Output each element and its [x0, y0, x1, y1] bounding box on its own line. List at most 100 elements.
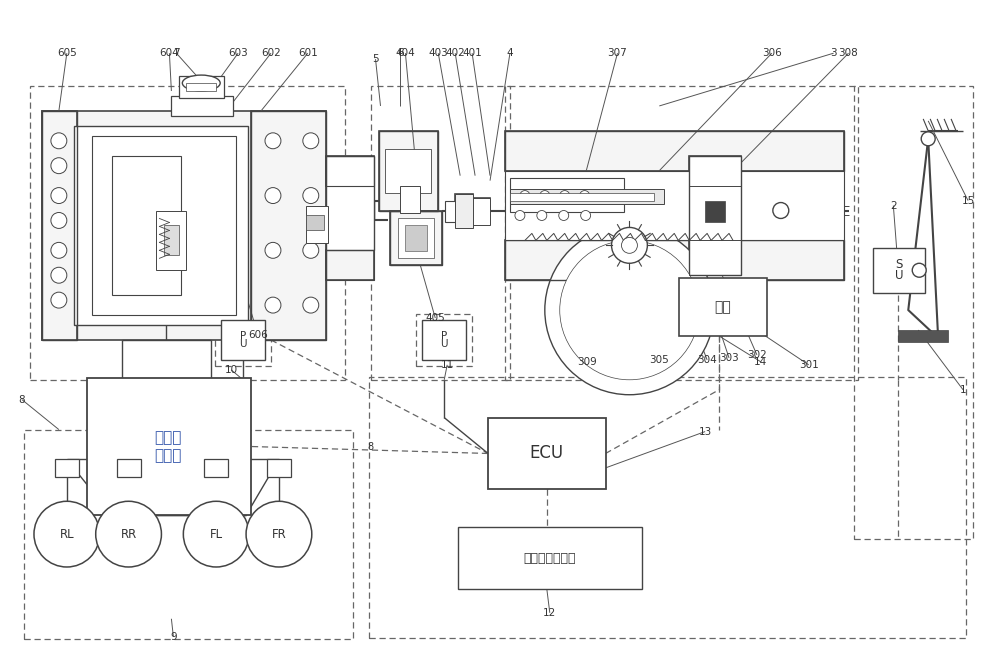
Bar [416, 314, 472, 366]
Text: 13: 13 [699, 426, 712, 436]
Bar [179, 76, 224, 98]
Circle shape [912, 264, 926, 277]
Bar [326, 250, 374, 280]
Bar [74, 126, 248, 325]
Bar [470, 198, 490, 206]
Bar [510, 192, 654, 200]
Text: 8: 8 [19, 395, 25, 405]
Text: 305: 305 [649, 355, 669, 365]
Circle shape [183, 501, 249, 567]
Bar [873, 248, 925, 293]
Text: 9: 9 [170, 632, 177, 642]
Bar [505, 86, 858, 380]
Text: FR: FR [272, 528, 286, 540]
Bar [689, 156, 741, 186]
Text: 402: 402 [445, 48, 465, 58]
Text: 604: 604 [160, 48, 179, 58]
Text: 307: 307 [608, 48, 627, 58]
Text: 306: 306 [762, 48, 782, 58]
Bar [326, 250, 374, 280]
Bar [371, 86, 510, 380]
Bar [505, 171, 844, 241]
Circle shape [303, 297, 319, 313]
Bar [204, 459, 228, 477]
Bar [215, 314, 271, 366]
Bar [458, 527, 642, 589]
Bar [87, 378, 251, 515]
Circle shape [303, 133, 319, 149]
Bar [445, 200, 463, 223]
Circle shape [621, 237, 637, 253]
Bar [470, 198, 490, 225]
Bar [42, 111, 77, 340]
Bar [92, 136, 236, 315]
Text: 5: 5 [372, 54, 379, 64]
Text: 电机: 电机 [715, 300, 731, 314]
Bar [24, 430, 353, 639]
Circle shape [520, 190, 530, 200]
Circle shape [265, 297, 281, 313]
Text: 1: 1 [960, 385, 966, 395]
Bar [379, 131, 438, 210]
Text: 404: 404 [396, 48, 415, 58]
Circle shape [303, 188, 319, 204]
Bar [422, 320, 466, 360]
Circle shape [265, 188, 281, 204]
Text: 303: 303 [719, 353, 739, 363]
Bar [854, 86, 973, 539]
Text: 12: 12 [543, 608, 556, 617]
Text: 405: 405 [425, 313, 445, 323]
Text: 403: 403 [428, 48, 448, 58]
Text: 309: 309 [577, 357, 597, 367]
Bar [164, 225, 179, 255]
Circle shape [265, 133, 281, 149]
Text: 6: 6 [397, 48, 404, 58]
Bar [326, 156, 374, 250]
Bar [488, 418, 606, 490]
Circle shape [545, 225, 714, 395]
Bar [455, 194, 473, 204]
Circle shape [515, 210, 525, 221]
Bar [385, 149, 431, 192]
Bar [398, 219, 434, 258]
Text: 308: 308 [839, 48, 858, 58]
Circle shape [246, 501, 312, 567]
Text: FL: FL [210, 528, 223, 540]
Circle shape [34, 501, 100, 567]
Text: 606: 606 [248, 330, 268, 340]
Circle shape [265, 243, 281, 258]
Circle shape [96, 501, 161, 567]
Text: 605: 605 [57, 48, 77, 58]
Circle shape [559, 210, 569, 221]
Circle shape [581, 210, 591, 221]
Ellipse shape [182, 75, 220, 91]
Bar [186, 83, 216, 91]
Text: 602: 602 [261, 48, 281, 58]
Bar [510, 188, 664, 204]
Circle shape [612, 227, 647, 264]
Circle shape [537, 210, 547, 221]
Circle shape [560, 241, 699, 380]
Circle shape [773, 202, 789, 219]
Text: 603: 603 [228, 48, 248, 58]
Text: S
U: S U [895, 258, 904, 282]
Text: 3: 3 [830, 48, 837, 58]
Text: P
U: P U [239, 331, 247, 349]
Bar [705, 200, 725, 223]
Text: 2: 2 [890, 200, 897, 210]
Bar [251, 111, 326, 340]
Circle shape [921, 132, 935, 146]
Text: ECU: ECU [530, 444, 564, 463]
Text: 车载其他传感器: 车载其他传感器 [524, 552, 576, 565]
Bar [171, 96, 233, 116]
Circle shape [51, 188, 67, 204]
Bar [306, 215, 324, 231]
Text: RL: RL [60, 528, 74, 540]
Bar [689, 156, 741, 186]
Text: 401: 401 [462, 48, 482, 58]
Bar [251, 111, 326, 340]
Bar [30, 86, 345, 380]
Circle shape [580, 190, 590, 200]
Circle shape [540, 190, 550, 200]
Text: P
U: P U [440, 331, 448, 349]
